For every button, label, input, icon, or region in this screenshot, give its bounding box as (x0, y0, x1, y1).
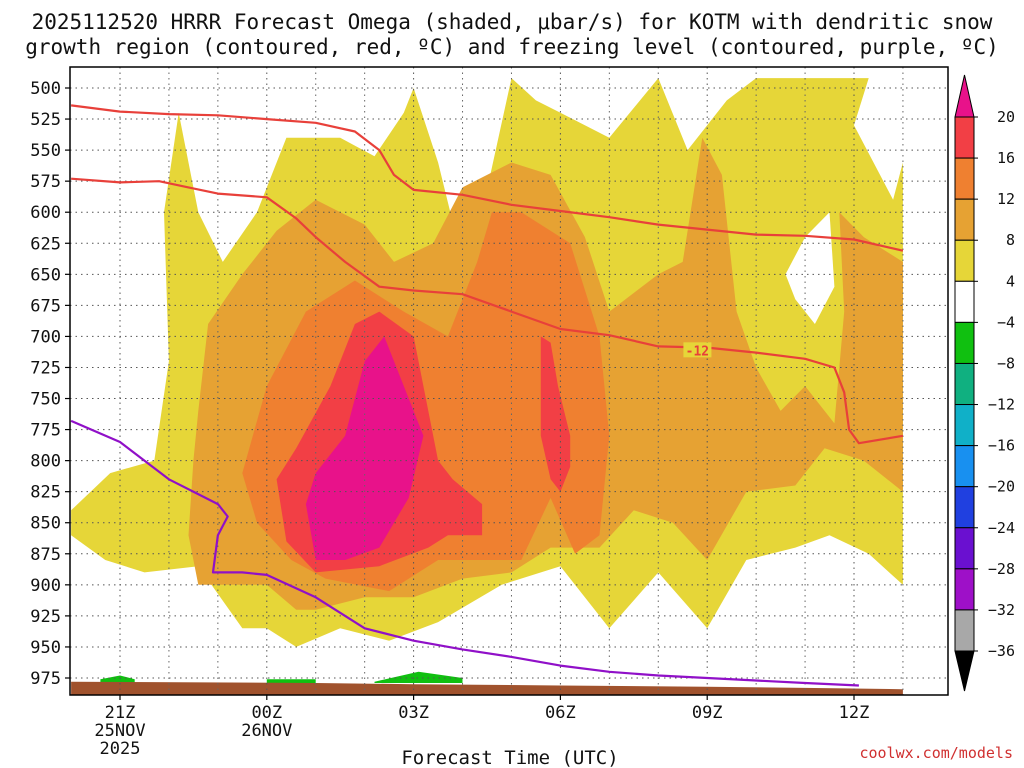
x-tick-date: 26NOV (241, 721, 292, 741)
colorbar-label: −24 (988, 519, 1015, 537)
y-tick-label: 850 (30, 514, 61, 534)
x-tick-label: 00Z (251, 703, 282, 723)
colorbar-label: −4 (997, 313, 1015, 331)
x-axis-title: Forecast Time (UTC) (401, 747, 618, 768)
terrain (71, 681, 903, 695)
y-tick-label: 625 (30, 234, 61, 254)
contour-label: -12 (686, 344, 709, 359)
chart-title-line1: 2025112520 HRRR Forecast Omega (shaded, … (32, 10, 993, 34)
colorbar-bin-bottom (954, 650, 975, 692)
omega-negative-2 (374, 671, 463, 683)
credit-text: coolwx.com/models (859, 744, 1013, 762)
colorbar-bin (954, 404, 975, 447)
colorbar-bin (954, 527, 975, 570)
colorbar-bin (954, 239, 975, 282)
colorbar-label: 8 (1006, 231, 1015, 249)
colorbar-bin-top (954, 74, 975, 118)
colorbar-label: −16 (988, 437, 1015, 455)
colorbar-bin (954, 362, 975, 406)
y-tick-label: 525 (30, 110, 61, 130)
x-tick-label: 03Z (398, 703, 429, 723)
y-tick-label: 900 (30, 576, 61, 596)
colorbar-label: 12 (997, 190, 1015, 208)
omega-region-5 (305, 336, 424, 560)
y-tick-label: 925 (30, 607, 61, 627)
x-tick-label: 21Z (105, 703, 136, 723)
plot-area (71, 78, 903, 695)
y-tick-label: 700 (30, 327, 61, 347)
omega-negative-1 (266, 679, 316, 683)
colorbar-label: −36 (988, 642, 1015, 660)
contour-label-bg (683, 342, 712, 358)
x-tick-year: 2025 (100, 739, 141, 759)
y-tick-label: 950 (30, 638, 61, 658)
contour-line-0 (70, 104, 904, 252)
colorbar-label: −8 (997, 354, 1015, 372)
y-tick-label: 500 (30, 79, 61, 99)
y-tick-label: 775 (30, 421, 61, 441)
y-tick-label: 650 (30, 265, 61, 285)
y-tick-label: 875 (30, 545, 61, 565)
y-tick-label: 550 (30, 141, 61, 161)
y-tick-label: 975 (30, 669, 61, 689)
colorbar-bin (954, 280, 975, 323)
contour-line-1 (71, 177, 904, 445)
colorbar-label: −12 (988, 396, 1015, 414)
omega-negative-0 (100, 675, 135, 683)
omega-region-4 (540, 336, 571, 492)
y-tick-label: 825 (30, 483, 61, 503)
gridlines (70, 67, 948, 695)
colorbar-bin (954, 198, 975, 241)
plot-frame (69, 66, 949, 696)
colorbar-label: −28 (988, 560, 1015, 578)
contour-line-2 (70, 419, 859, 687)
colorbar-bin (954, 568, 975, 611)
colorbar-bin (954, 445, 975, 488)
colorbar-bin (954, 486, 975, 529)
omega-hole-0 (785, 212, 835, 324)
colorbar: 20 16 12 8 4 −4 −8 −12 −16 −20 −24 −28 −32 −36 (954, 74, 1015, 692)
contours: -12 (70, 104, 904, 687)
colorbar-label: 16 (997, 149, 1015, 167)
x-tick-label: 06Z (545, 703, 576, 723)
colorbar-bin (954, 157, 975, 200)
colorbar-label: 20 (997, 108, 1015, 126)
x-tick-label: 09Z (692, 703, 723, 723)
y-tick-label: 575 (30, 172, 61, 192)
x-tick-date: 25NOV (94, 721, 145, 741)
y-tick-label: 725 (30, 358, 61, 378)
colorbar-label: −20 (988, 478, 1015, 496)
colorbar-bin (954, 609, 975, 652)
colorbar-bin (954, 321, 975, 364)
colorbar-bin (954, 116, 975, 159)
y-axis: 500 525 550 575 600 625 650 675 700 725 750 775 800 8… (30, 79, 70, 689)
y-tick-label: 750 (30, 390, 61, 410)
colorbar-label: 4 (1006, 272, 1015, 290)
x-tick-label: 12Z (839, 703, 870, 723)
y-tick-label: 800 (30, 452, 61, 472)
colorbar-label: −32 (988, 601, 1015, 619)
chart-title-line2: growth region (contoured, red, ºC) and f… (25, 35, 999, 59)
y-tick-label: 600 (30, 203, 61, 223)
y-tick-label: 675 (30, 296, 61, 316)
